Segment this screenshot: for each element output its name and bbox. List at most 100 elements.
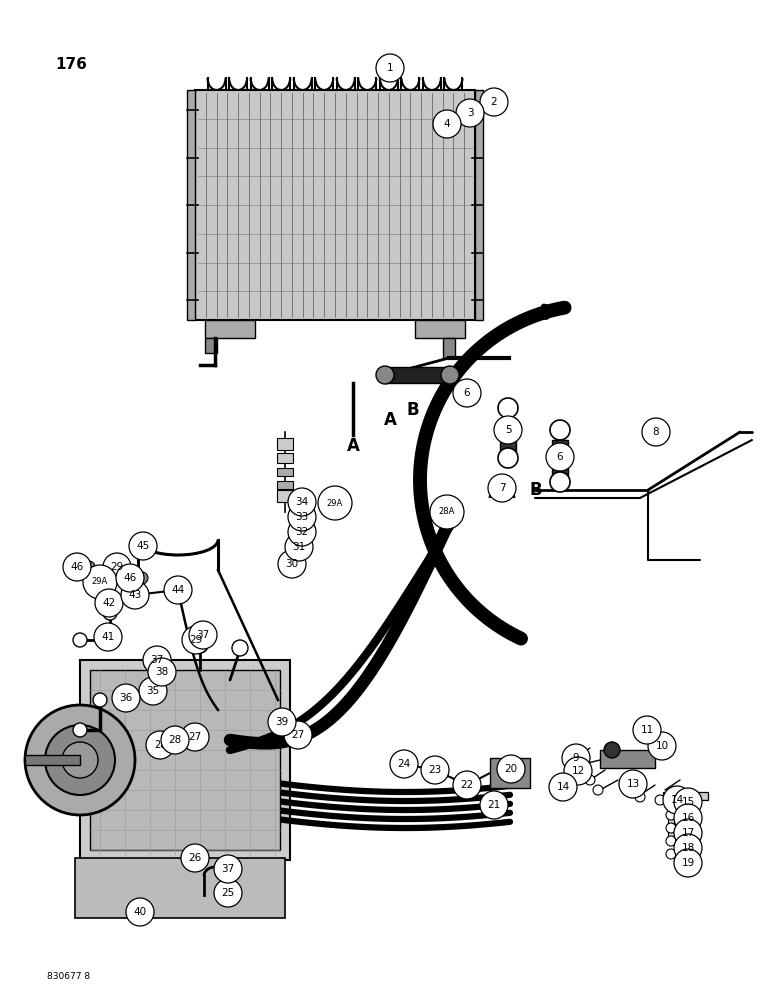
Circle shape	[405, 755, 415, 765]
Text: 16: 16	[682, 813, 695, 823]
Circle shape	[421, 756, 449, 784]
Circle shape	[502, 765, 518, 781]
Circle shape	[190, 634, 200, 644]
Circle shape	[674, 849, 702, 877]
Circle shape	[122, 570, 138, 586]
Circle shape	[648, 732, 676, 760]
Circle shape	[103, 553, 131, 581]
Circle shape	[593, 785, 603, 795]
Text: 28: 28	[168, 735, 181, 745]
Circle shape	[129, 532, 157, 560]
Bar	[80, 660, 290, 860]
Text: 7: 7	[499, 483, 506, 493]
Circle shape	[550, 420, 570, 440]
Circle shape	[288, 503, 316, 531]
Text: 28A: 28A	[438, 508, 455, 516]
Text: 2: 2	[491, 97, 497, 107]
Circle shape	[666, 849, 676, 859]
Text: 27: 27	[291, 730, 305, 740]
Circle shape	[456, 99, 484, 127]
Text: 33: 33	[296, 512, 309, 522]
Bar	[668, 792, 674, 842]
Circle shape	[318, 486, 352, 520]
Circle shape	[468, 776, 478, 786]
Text: 15: 15	[682, 797, 695, 807]
Circle shape	[635, 792, 645, 802]
Text: 39: 39	[276, 717, 289, 727]
Text: 32: 32	[296, 527, 309, 537]
Circle shape	[655, 795, 665, 805]
Bar	[75, 858, 285, 918]
Bar	[90, 670, 280, 850]
Circle shape	[189, 621, 217, 649]
Text: B: B	[407, 401, 419, 419]
Bar	[443, 338, 455, 358]
Circle shape	[181, 844, 209, 872]
Text: 14: 14	[670, 795, 684, 805]
Circle shape	[674, 788, 702, 816]
Circle shape	[143, 646, 171, 674]
Circle shape	[149, 652, 165, 668]
Circle shape	[214, 855, 242, 883]
Circle shape	[453, 771, 481, 799]
Circle shape	[285, 533, 313, 561]
Text: A: A	[384, 411, 397, 429]
Circle shape	[111, 598, 121, 608]
Text: 37: 37	[151, 655, 164, 665]
Circle shape	[430, 495, 464, 529]
Text: 12: 12	[571, 766, 584, 776]
Circle shape	[220, 861, 236, 877]
Bar	[277, 481, 293, 489]
Circle shape	[642, 418, 670, 446]
Circle shape	[170, 582, 186, 598]
Bar	[600, 750, 655, 768]
Circle shape	[100, 595, 116, 611]
Circle shape	[192, 637, 208, 653]
Text: 28: 28	[154, 740, 166, 750]
Circle shape	[396, 756, 412, 772]
Text: 45: 45	[137, 541, 150, 551]
Bar	[277, 438, 293, 450]
Text: 44: 44	[171, 585, 185, 595]
Circle shape	[498, 398, 518, 418]
Circle shape	[494, 416, 522, 444]
Text: 29: 29	[189, 635, 202, 645]
Circle shape	[195, 627, 211, 643]
Bar	[25, 755, 80, 765]
Circle shape	[546, 443, 574, 471]
Bar	[415, 320, 465, 338]
Text: 46: 46	[70, 562, 83, 572]
Text: 22: 22	[460, 780, 474, 790]
Circle shape	[215, 868, 225, 878]
Circle shape	[138, 590, 148, 600]
Circle shape	[103, 606, 117, 620]
Circle shape	[161, 726, 189, 754]
Text: 43: 43	[128, 590, 141, 600]
Text: B: B	[530, 481, 542, 499]
Circle shape	[666, 797, 676, 807]
Circle shape	[83, 565, 117, 599]
Text: 30: 30	[286, 559, 299, 569]
Bar	[490, 758, 530, 788]
Circle shape	[278, 550, 306, 578]
Circle shape	[288, 518, 316, 546]
Text: A: A	[347, 437, 360, 455]
Circle shape	[666, 836, 676, 846]
Circle shape	[112, 684, 140, 712]
Bar	[552, 440, 568, 482]
Circle shape	[498, 448, 518, 468]
Circle shape	[164, 576, 192, 604]
Bar	[195, 90, 475, 320]
Text: 8: 8	[652, 427, 659, 437]
Text: 176: 176	[55, 57, 87, 72]
Text: 19: 19	[682, 858, 695, 868]
Circle shape	[633, 716, 661, 744]
Circle shape	[112, 559, 128, 575]
Circle shape	[45, 725, 115, 795]
Circle shape	[25, 705, 135, 815]
Text: 27: 27	[188, 732, 201, 742]
Circle shape	[148, 658, 176, 686]
Circle shape	[284, 721, 312, 749]
Text: 17: 17	[682, 828, 695, 838]
Circle shape	[674, 819, 702, 847]
